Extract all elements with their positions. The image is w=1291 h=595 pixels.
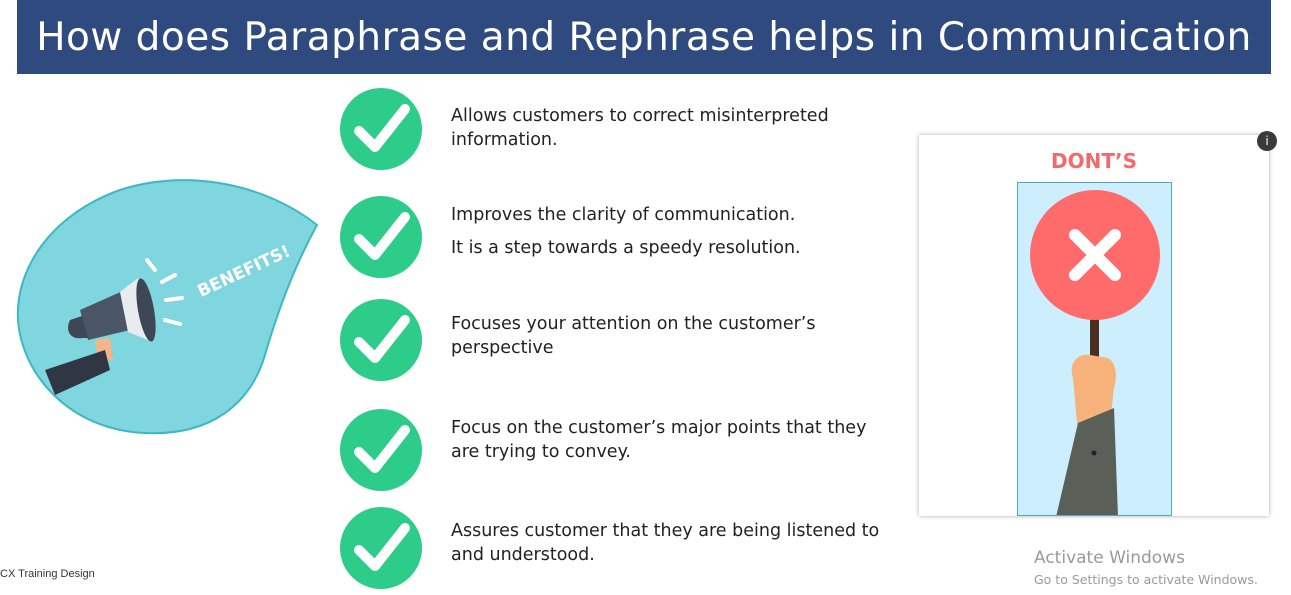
benefit-item: Assures customer that they are being lis… [451,519,901,567]
benefit-line: Focuses your attention on the customer’s [451,314,816,334]
benefit-line: It is a step towards a speedy resolution… [451,238,801,258]
activate-windows-title: Activate Windows [1034,548,1185,568]
benefit-line: Focus on the customer’s major points tha… [451,418,867,438]
benefit-line: Allows customers to correct misinterpret… [451,106,829,126]
benefit-line: are trying to convey. [451,442,631,462]
activate-windows-subtitle: Go to Settings to activate Windows. [1034,572,1258,587]
benefit-line: information. [451,130,558,150]
check-icon [339,298,423,382]
donts-title: DONT’S [1051,149,1137,173]
check-icon [339,506,423,590]
check-icon [339,195,423,279]
benefits-graphic: BENEFITS! [10,170,330,440]
benefit-line: perspective [451,338,554,358]
benefit-item: Improves the clarity of communication. [451,203,901,227]
benefit-line: and understood. [451,545,595,565]
benefit-line: Improves the clarity of communication. [451,205,796,225]
info-badge[interactable]: i [1257,131,1277,151]
benefit-item: Focus on the customer’s major points tha… [451,416,901,464]
page-title: How does Paraphrase and Rephrase helps i… [36,14,1252,60]
benefit-item: It is a step towards a speedy resolution… [451,236,901,260]
donts-panel [1017,182,1172,516]
x-sign-icon [1030,190,1160,515]
donts-card[interactable]: DONT’S [919,135,1269,516]
megaphone-icon [45,258,184,395]
benefit-item: Focuses your attention on the customer’s… [451,312,901,360]
benefit-line: Assures customer that they are being lis… [451,521,880,541]
check-icon [339,408,423,492]
title-banner: How does Paraphrase and Rephrase helps i… [17,0,1271,74]
benefit-item: Allows customers to correct misinterpret… [451,104,901,152]
check-icon [339,87,423,171]
footer-label: CX Training Design [0,568,95,580]
